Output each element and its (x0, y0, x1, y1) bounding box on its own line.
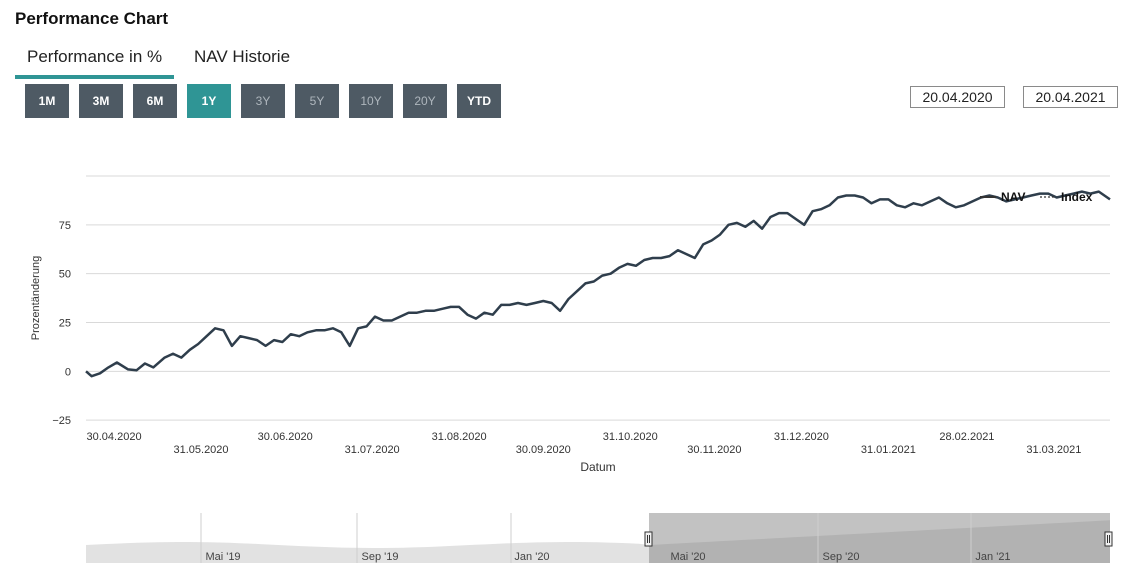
y-tick-label: 50 (59, 269, 71, 281)
grid-lines (86, 175, 1110, 421)
x-axis-label: Datum (580, 460, 615, 474)
y-tick-label: 75 (59, 220, 71, 232)
legend-item-index: Index (1061, 190, 1093, 204)
x-tick-label: 31.08.2020 (432, 431, 487, 443)
y-tick-label: 0 (65, 366, 71, 378)
x-tick-label: 30.11.2020 (687, 444, 741, 456)
page-title: Performance Chart (15, 9, 169, 28)
legend-item-nav: NAV (1001, 190, 1025, 204)
range-button-20y[interactable]: 20Y (403, 84, 447, 118)
x-tick-label: 28.02.2021 (939, 431, 994, 443)
navigator-label: Sep '20 (823, 551, 860, 563)
date-to-input[interactable]: 20.04.2021 (1023, 86, 1118, 108)
range-button-3m[interactable]: 3M (79, 84, 123, 118)
navigator-selection (649, 513, 1110, 563)
series-layer (85, 190, 1111, 378)
y-tick-label: 25 (59, 317, 71, 329)
navigator-handle-right[interactable] (1104, 531, 1113, 547)
x-tick-label: 30.09.2020 (516, 444, 571, 456)
y-tick-label: −25 (52, 415, 71, 427)
x-tick-label: 31.05.2020 (173, 444, 228, 456)
navigator-area (86, 520, 1110, 563)
navigator-label: Jan '20 (514, 551, 549, 563)
x-tick-label: 30.06.2020 (258, 431, 313, 443)
navigator-label: Mai '19 (205, 551, 240, 563)
chart-legend[interactable]: NAV Index (980, 190, 1093, 204)
range-button-1y[interactable]: 1Y (187, 84, 231, 118)
navigator-handle-left[interactable] (644, 531, 653, 547)
x-tick-label: 31.07.2020 (345, 444, 400, 456)
x-tick-label: 31.03.2021 (1026, 444, 1081, 456)
y-axis-ticks: −25 0 25 50 75 (52, 220, 71, 427)
y-axis-label: Prozentänderung (30, 256, 42, 340)
range-button-10y[interactable]: 10Y (349, 84, 393, 118)
tab-performance[interactable]: Performance in % (15, 47, 175, 79)
tab-nav-historie[interactable]: NAV Historie (194, 47, 291, 66)
x-tick-label: 31.12.2020 (774, 431, 829, 443)
range-button-ytd[interactable]: YTD (457, 84, 501, 118)
navigator[interactable]: Mai '19 Sep '19 Jan '20 Mai '20 Sep '20 Jan '… (86, 513, 1113, 563)
x-tick-label: 31.10.2020 (603, 431, 658, 443)
x-tick-label: 31.01.2021 (861, 444, 916, 456)
range-button-1m[interactable]: 1M (25, 84, 69, 118)
series-line-nav (85, 190, 1111, 378)
navigator-label: Jan '21 (975, 551, 1010, 563)
range-button-5y[interactable]: 5Y (295, 84, 339, 118)
navigator-label: Mai '20 (670, 551, 705, 563)
date-from-input[interactable]: 20.04.2020 (910, 86, 1005, 108)
x-axis-ticks: 30.04.2020 31.05.2020 30.06.2020 31.07.2020… (87, 431, 1082, 456)
navigator-label: Sep '19 (362, 551, 399, 563)
range-button-6m[interactable]: 6M (133, 84, 177, 118)
range-button-3y[interactable]: 3Y (241, 84, 285, 118)
x-tick-label: 30.04.2020 (87, 431, 142, 443)
